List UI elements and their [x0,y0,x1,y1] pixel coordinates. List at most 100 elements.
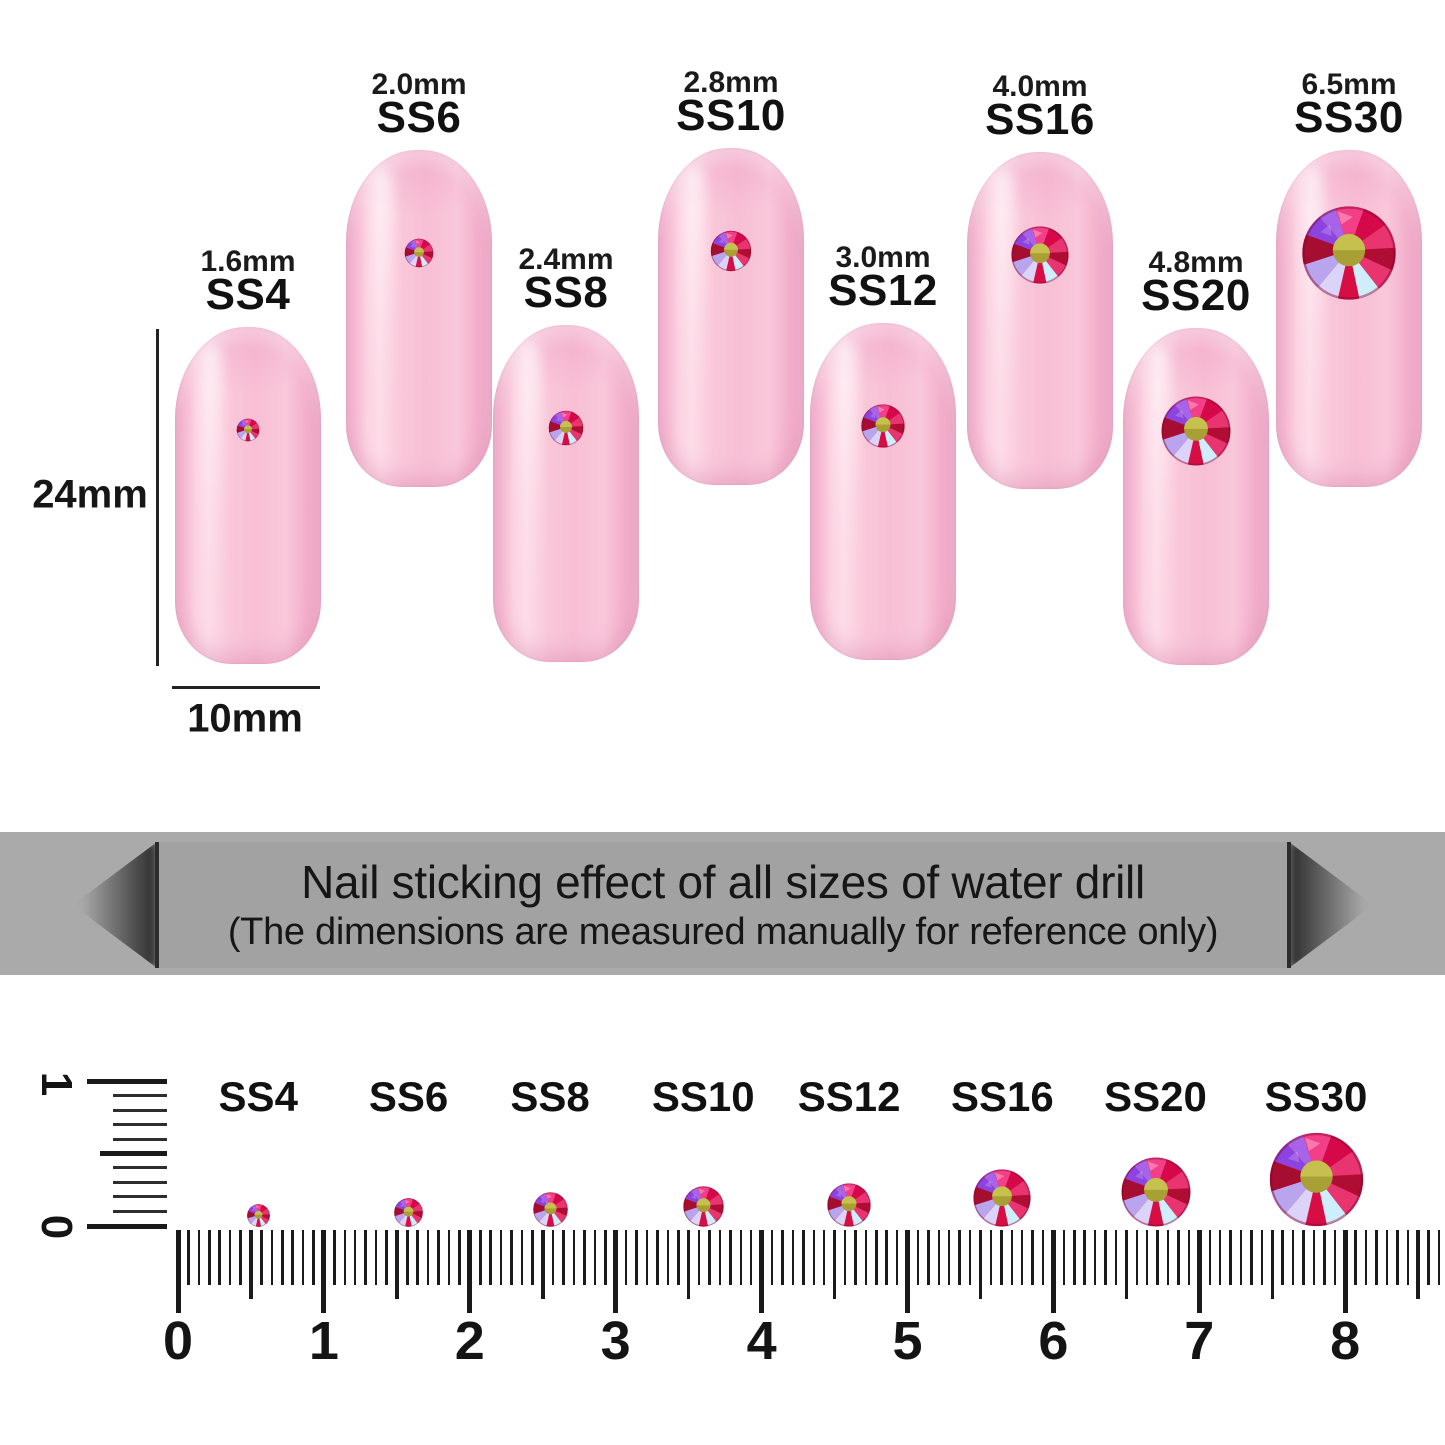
ruler-number: 8 [1330,1311,1361,1371]
ruler-minor-tick [333,1230,336,1285]
gem-SS4 [236,418,260,442]
ruler-size-code-label: SS4 [218,1073,298,1120]
nail-size-code-label: SS4 [205,270,291,319]
rhinestone-gem-graphic [394,1198,423,1227]
ruler-minor-tick [218,1230,221,1285]
nail-size-mm-label: 1.6mm [200,245,296,278]
ruler-minor-tick [937,1230,940,1285]
ruler-half-tick [1270,1230,1274,1299]
ruler-minor-tick [749,1230,753,1285]
ruler-gem-SS6 [394,1198,423,1227]
ruler-size-code-label: SS6 [368,1073,449,1120]
vertical-ruler-major-tick [100,1150,167,1156]
ruler-number: 0 [162,1311,194,1371]
ruler-minor-tick [677,1230,680,1285]
ruler-minor-tick [875,1230,878,1285]
ruler-minor-tick [791,1230,795,1285]
ruler-gem-SS30 [1269,1132,1364,1227]
ruler-minor-tick [520,1230,524,1285]
ruler-minor-tick [228,1230,232,1285]
gem-SS10 [710,230,752,272]
nail-size-mm-label: 2.0mm [371,68,467,101]
ruler-number: 5 [892,1311,923,1371]
nail-highlight [684,168,705,438]
rhinestone-gem-graphic [1121,1157,1191,1227]
ruler-minor-tick [1187,1230,1191,1285]
ruler-minor-tick [1073,1230,1076,1285]
ruler-minor-tick [447,1230,451,1285]
ruler-minor-tick [1281,1230,1284,1285]
gem-SS6 [404,238,434,268]
ruler-minor-tick [1385,1230,1389,1285]
ruler-minor-tick [1364,1230,1368,1285]
ribbon-crease-left [155,842,159,968]
ruler-minor-tick [1427,1230,1430,1285]
ruler-minor-tick [916,1230,920,1285]
banner-ribbon: Nail sticking effect of all sizes of wat… [72,842,1374,968]
ruler-minor-tick [1156,1230,1159,1285]
ruler-half-tick [395,1230,399,1299]
ruler-minor-tick [1135,1230,1138,1285]
ruler-minor-tick [927,1230,930,1285]
rhinestone-gem-graphic [1011,226,1069,284]
gem-SS8 [548,410,584,446]
ruler-minor-tick [968,1230,972,1285]
ruler-major-tick [467,1230,473,1313]
ruler-size-code-label: SS8 [510,1073,590,1120]
ruler-size-code-label: SS10 [651,1073,755,1120]
ruler-minor-tick [562,1230,565,1285]
nail-size-code-label: SS16 [985,95,1095,144]
nail-height-label: 24mm [32,472,148,517]
ruler-minor-tick [1177,1230,1180,1285]
nail-highlight [993,172,1014,442]
ruler-minor-tick [864,1230,868,1285]
nail-size-mm-label: 2.4mm [518,243,614,276]
ruler-major-tick [1196,1230,1202,1313]
ruler-minor-tick [291,1230,294,1285]
ruler-minor-tick [572,1230,576,1285]
ruler-minor-tick [1323,1230,1326,1285]
ruler-minor-tick [729,1230,732,1285]
ruler-major-tick [321,1230,327,1313]
ruler-minor-tick [593,1230,597,1285]
ruler-minor-tick [1031,1230,1034,1285]
ruler-minor-tick [1083,1230,1086,1285]
ruler-minor-tick [770,1230,774,1285]
ruler-minor-tick [260,1230,263,1285]
nail-highlight [519,345,540,615]
ruler-minor-tick [208,1230,211,1285]
ruler-major-tick [1342,1230,1348,1313]
ruler-minor-tick [843,1230,847,1285]
ruler-number: 7 [1184,1311,1215,1371]
ruler-minor-tick [1145,1230,1149,1285]
ruler-minor-tick [697,1230,701,1285]
ruler-minor-tick [1208,1230,1211,1285]
ruler-minor-tick [1354,1230,1357,1285]
ruler-minor-tick [947,1230,951,1285]
ruler-minor-tick [531,1230,534,1285]
ruler-gem-SS20 [1121,1157,1191,1227]
rhinestone-gem-graphic [1302,206,1396,300]
ruler-minor-tick [343,1230,346,1285]
ruler-minor-tick [270,1230,273,1285]
nail-SS30 [1276,150,1422,487]
ruler-minor-tick [187,1230,190,1285]
nail-size-code-label: SS10 [676,91,786,140]
rhinestone-gem-graphic [548,410,584,446]
nail-width-label: 10mm [187,696,303,741]
rhinestone-gem-graphic [861,404,905,448]
ruler-major-tick [613,1230,619,1313]
ruler-gem-SS4 [247,1204,270,1227]
nail-size-code-label: SS20 [1141,271,1251,320]
height-dimension-line [156,329,159,666]
ribbon-fold-right-shadow [1289,842,1374,968]
nail-highlight [372,170,393,440]
ruler-half-tick [978,1230,983,1299]
ruler-minor-tick [281,1230,284,1285]
ruler-minor-tick [604,1230,607,1285]
vertical-ruler-minor-tick [113,1166,167,1169]
ruler-minor-tick [385,1230,388,1285]
ruler-size-code-label: SS12 [797,1073,901,1120]
ruler-minor-tick [583,1230,586,1285]
rhinestone-gem-graphic [1161,396,1231,466]
